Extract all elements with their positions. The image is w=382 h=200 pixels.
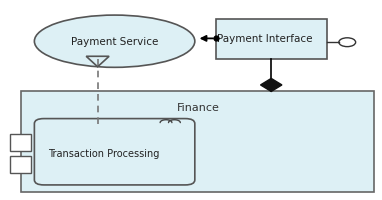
Bar [10, 134, 31, 151]
Text: Payment Interface: Payment Interface [217, 34, 312, 44]
Bar [216, 20, 327, 60]
Text: Payment Service: Payment Service [71, 37, 158, 47]
Bar [21, 92, 374, 192]
Polygon shape [261, 79, 282, 92]
Ellipse shape [34, 16, 195, 68]
FancyBboxPatch shape [34, 119, 195, 185]
Text: Finance: Finance [177, 102, 220, 112]
Bar [10, 156, 31, 173]
Text: Transaction Processing: Transaction Processing [48, 148, 159, 158]
